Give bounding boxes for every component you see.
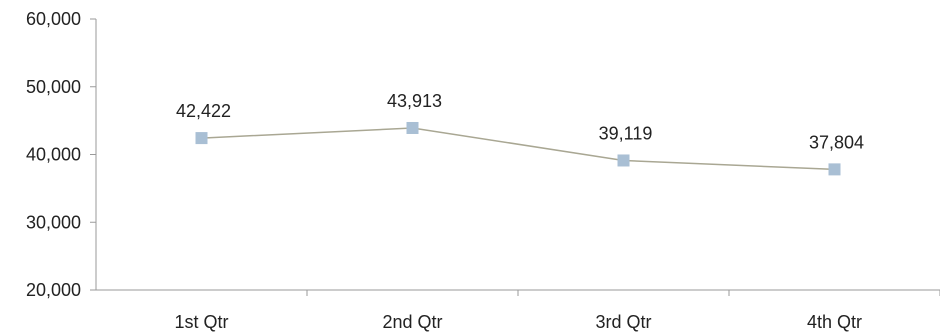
y-tick-label: 60,000: [26, 9, 81, 29]
data-label: 37,804: [809, 132, 864, 152]
x-axis-ticks: [306, 290, 940, 296]
series-marker: [617, 154, 630, 167]
series-marker: [828, 163, 841, 176]
y-axis-tick-labels: 60,000 50,000 40,000 30,000 20,000: [26, 9, 81, 300]
series-marker: [195, 132, 208, 145]
y-axis-ticks: [90, 18, 96, 291]
x-tick-label: 2nd Qtr: [382, 312, 442, 332]
data-label: 43,913: [387, 91, 442, 111]
x-tick-label: 4th Qtr: [807, 312, 862, 332]
x-axis-tick-labels: 1st Qtr 2nd Qtr 3rd Qtr 4th Qtr: [174, 312, 862, 332]
x-tick-label: 3rd Qtr: [595, 312, 651, 332]
data-labels: 42,422 43,913 39,119 37,804: [176, 91, 864, 152]
series: 42,422 43,913 39,119 37,804: [176, 91, 864, 176]
series-marker: [406, 121, 419, 134]
series-line: [201, 127, 835, 171]
y-tick-label: 40,000: [26, 145, 81, 165]
y-tick-label: 50,000: [26, 77, 81, 97]
data-label: 39,119: [599, 123, 653, 143]
x-tick-label: 1st Qtr: [174, 312, 228, 332]
data-label: 42,422: [176, 101, 231, 121]
y-tick-label: 30,000: [26, 212, 81, 232]
axes: [90, 18, 940, 296]
series-markers: [195, 121, 841, 176]
y-tick-label: 20,000: [26, 280, 81, 300]
